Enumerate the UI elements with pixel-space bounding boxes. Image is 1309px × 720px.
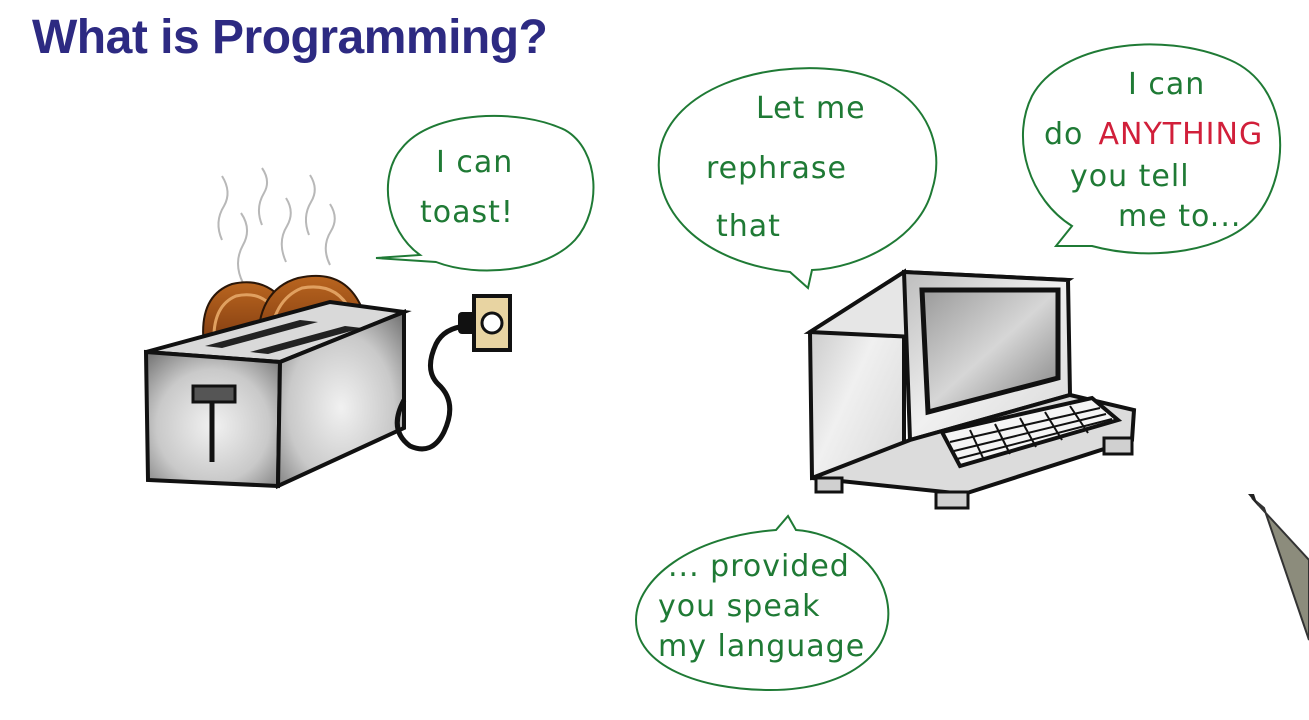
page-title: What is Programming?	[32, 11, 548, 64]
bubble-computer-right-line-4: me to...	[1118, 199, 1241, 234]
bubble-computer-left-line-1: Let me	[756, 91, 866, 126]
bubble-computer-left-line-3: that	[716, 209, 781, 244]
outlet	[472, 294, 512, 352]
power-cord	[394, 323, 467, 452]
steam	[217, 167, 336, 284]
bubble-computer-left-line-2: rephrase	[706, 151, 847, 186]
bubble-computer-left: Let me rephrase that	[657, 67, 938, 290]
bubble-computer-right-line-2-prefix: do	[1044, 117, 1083, 152]
bubble-computer-right-emphasis: ANYTHING	[1099, 117, 1264, 152]
bubble-bottom-line-2: you speak	[658, 589, 821, 624]
computer-terminal	[803, 268, 1137, 510]
keyboard	[939, 395, 1123, 469]
bubble-bottom: ... provided you speak my language	[634, 514, 890, 692]
svg-text:do ANYTHING: do ANYTHING	[1044, 117, 1263, 152]
bubble-computer-right-line-1: I can	[1128, 67, 1205, 102]
bubble-computer-right: I can do ANYTHING you tell me to...	[1022, 43, 1282, 255]
bubble-computer-right-line-3: you tell	[1070, 159, 1190, 194]
pen	[1248, 494, 1309, 641]
toaster	[143, 299, 412, 490]
bubble-bottom-line-1: ... provided	[668, 549, 850, 584]
bubble-toaster-line-1: I can	[436, 145, 513, 180]
bubble-toaster: I can toast!	[375, 114, 595, 272]
bubble-bottom-line-3: my language	[658, 629, 865, 664]
bubble-toaster-line-2: toast!	[420, 195, 514, 230]
